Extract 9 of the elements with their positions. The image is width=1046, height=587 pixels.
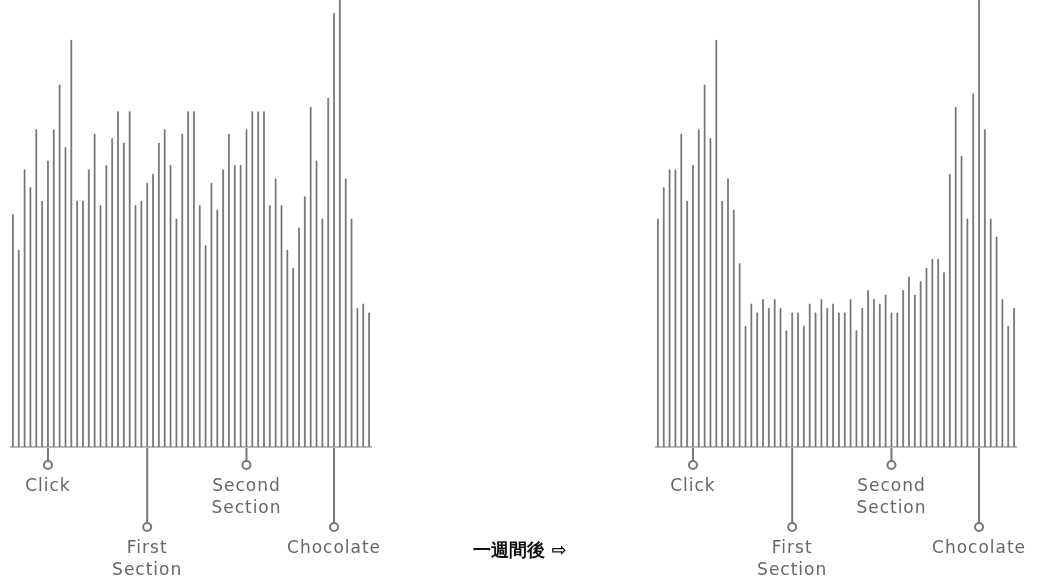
x-tick-label: Click	[25, 475, 71, 495]
x-tick-label: Chocolate	[287, 537, 382, 557]
x-tick-label: Chocolate	[932, 537, 1027, 557]
x-tick-label: Second Section	[211, 475, 282, 517]
x-tick-label: First Section	[112, 537, 183, 579]
x-tick-label: Second Section	[856, 475, 927, 517]
x-tick-label: First Section	[757, 537, 828, 579]
text: 一週間後 ⇨	[472, 538, 568, 562]
x-tick-label: Click	[670, 475, 716, 495]
